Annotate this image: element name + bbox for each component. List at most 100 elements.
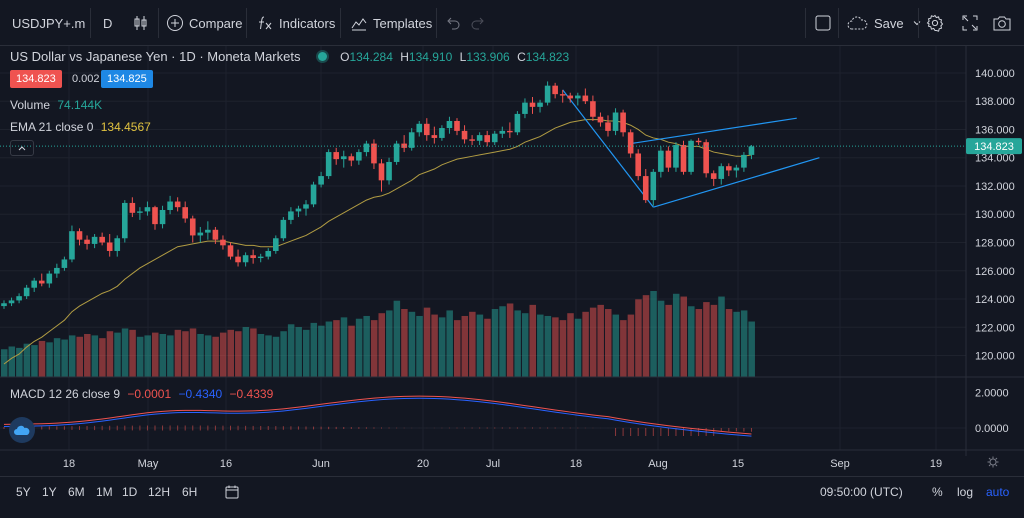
volume-bar	[401, 309, 408, 377]
price-axis[interactable]: 140.000138.000136.000134.000132.000130.0…	[975, 68, 1015, 363]
price-tick-label: 122.000	[975, 322, 1015, 334]
time-tick-label: 15	[732, 458, 744, 470]
auto-scale-toggle[interactable]: auto	[986, 477, 1009, 518]
undo-button[interactable]	[445, 0, 461, 46]
time-tick-label: 18	[63, 458, 75, 470]
collapse-legend-button[interactable]	[10, 140, 34, 156]
templates-button[interactable]: Templates	[350, 0, 432, 46]
volume-bar	[54, 338, 61, 377]
volume-bar	[61, 340, 68, 377]
macd-histogram-bar	[524, 428, 525, 429]
volume-bar	[9, 346, 16, 377]
buy-price-button[interactable]: 134.825	[101, 70, 153, 88]
ohlc-close-label: C	[517, 50, 526, 64]
volume-bar	[703, 302, 710, 377]
symbol-search-button[interactable]: USDJPY+.m	[12, 0, 85, 46]
candle	[47, 271, 53, 288]
interval-button[interactable]: D	[103, 0, 112, 46]
trend-line[interactable]	[631, 118, 797, 143]
volume-legend-label: Volume	[10, 98, 50, 112]
candle	[703, 139, 709, 177]
macd-histogram-bar	[366, 427, 367, 428]
range-button-1y[interactable]: 1Y	[42, 477, 57, 518]
sell-price-button[interactable]: 134.823	[10, 70, 62, 88]
candle	[741, 152, 747, 172]
chart-canvas[interactable]: 140.000138.000136.000134.000132.000130.0…	[0, 46, 1024, 476]
volume-bar	[348, 326, 355, 377]
range-button-6h[interactable]: 6H	[182, 477, 197, 518]
volume-bar	[175, 330, 182, 377]
volume-bar	[84, 334, 91, 377]
indicators-label: Indicators	[279, 16, 335, 31]
volume-bar	[492, 309, 499, 377]
macd-histogram-bar	[290, 426, 291, 429]
chart-type-button[interactable]	[132, 0, 150, 46]
candle	[333, 148, 339, 165]
macd-histogram-bar	[509, 428, 510, 429]
price-tick-label: 120.000	[975, 351, 1015, 363]
candle	[530, 97, 536, 114]
series-title: US Dollar vs Japanese Yen · 1D · Moneta …	[10, 49, 300, 64]
indicators-button[interactable]: Indicators	[256, 0, 335, 46]
candle	[454, 118, 460, 135]
range-button-1d[interactable]: 1D	[122, 477, 137, 518]
percent-scale-toggle[interactable]: %	[932, 477, 943, 518]
save-label: Save	[874, 16, 904, 31]
candle	[220, 235, 226, 249]
ema-legend: EMA 21 close 0 134.4567	[10, 120, 151, 134]
snapshot-button[interactable]	[992, 0, 1012, 46]
macd-histogram-bar	[238, 426, 239, 430]
candle	[356, 149, 362, 165]
macd-histogram-bar	[615, 428, 616, 436]
macd-histogram-bar	[343, 427, 344, 429]
macd-pane	[0, 396, 966, 436]
candle	[273, 235, 279, 253]
volume-bar	[341, 317, 348, 377]
goto-date-button[interactable]	[224, 477, 240, 518]
macd-histogram-bar	[4, 427, 5, 429]
volume-bar	[590, 308, 597, 377]
time-tick-label: 20	[417, 458, 429, 470]
series-legend: US Dollar vs Japanese Yen · 1D · Moneta …	[10, 49, 569, 64]
time-axis-settings-button[interactable]	[988, 457, 999, 468]
volume-bar	[514, 310, 521, 377]
volume-bar	[243, 327, 250, 377]
save-button[interactable]: Save	[846, 0, 922, 46]
clock-display[interactable]: 09:50:00 (UTC)	[820, 477, 903, 518]
macd-histogram-bar	[630, 428, 631, 436]
plus-circle-icon	[166, 14, 184, 32]
redo-button[interactable]	[470, 0, 486, 46]
ohlc-high: 134.910	[409, 50, 452, 64]
candle	[666, 146, 672, 171]
compare-button[interactable]: Compare	[166, 0, 242, 46]
range-button-5y[interactable]: 5Y	[16, 477, 31, 518]
range-button-1m[interactable]: 1M	[96, 477, 113, 518]
macd-histogram-bar	[132, 426, 133, 431]
volume-bar	[288, 324, 295, 377]
toolbar-divider	[246, 8, 247, 38]
candle	[394, 141, 400, 165]
settings-button[interactable]	[926, 0, 944, 46]
logo-badge[interactable]	[9, 417, 35, 443]
log-scale-toggle[interactable]: log	[957, 477, 973, 518]
volume-bar	[545, 316, 552, 377]
volume-bar	[77, 337, 84, 377]
candle	[364, 141, 370, 157]
range-button-6m[interactable]: 6M	[68, 477, 85, 518]
price-tick-label: 140.000	[975, 68, 1015, 80]
fullscreen-button[interactable]	[961, 0, 979, 46]
volume-bar	[628, 315, 635, 377]
price-tick-label: 124.000	[975, 294, 1015, 306]
market-status-dot[interactable]	[318, 52, 327, 61]
layout-button[interactable]	[814, 0, 832, 46]
volume-bar	[726, 309, 733, 377]
candle	[1, 300, 7, 308]
macd-histogram-bar	[547, 428, 548, 429]
range-button-12h[interactable]: 12H	[148, 477, 170, 518]
volume-bar	[575, 319, 582, 377]
macd-histogram-bar	[502, 428, 503, 429]
